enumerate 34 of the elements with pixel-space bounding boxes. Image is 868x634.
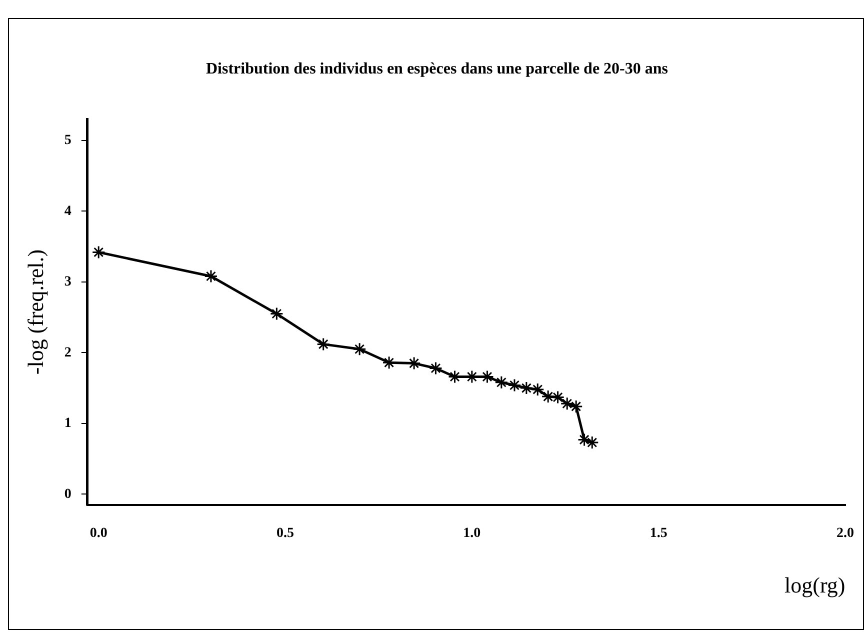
x-tick-label: 1.0: [463, 526, 481, 541]
point: [530, 382, 544, 396]
y-axis-title: -log (freq.rel.): [22, 249, 48, 375]
point: [520, 381, 534, 395]
point: [270, 307, 284, 321]
x-tick-label: 2.0: [836, 526, 854, 541]
y-tick-label: 3: [64, 274, 72, 290]
x-tick-label: 1.5: [650, 526, 668, 541]
point: [494, 376, 508, 390]
point: [352, 342, 366, 356]
point: [428, 362, 442, 375]
point: [204, 270, 218, 284]
point: [92, 245, 106, 259]
x-tick-label: 0.0: [90, 526, 108, 541]
point: [465, 370, 479, 384]
y-tick-label: 2: [64, 345, 72, 360]
y-tick-label: 1: [64, 416, 72, 432]
point: [316, 337, 330, 351]
point: [560, 396, 574, 410]
y-tick-label: 4: [64, 204, 72, 219]
point: [448, 370, 462, 384]
chart-title: Distribution des individus en espèces dans une parcelle de 20-30 ans: [206, 60, 668, 78]
point: [541, 390, 555, 404]
x-tick-label: 0.5: [276, 526, 294, 541]
point: [578, 432, 592, 446]
point: [382, 356, 396, 370]
point: [551, 390, 565, 404]
point: [585, 436, 599, 450]
point: [508, 378, 522, 392]
y-tick-label: 5: [64, 133, 72, 148]
point: [569, 400, 583, 414]
point: [407, 356, 421, 370]
x-axis-title: log(rg): [784, 572, 846, 598]
y-tick-label: 0: [64, 486, 72, 502]
